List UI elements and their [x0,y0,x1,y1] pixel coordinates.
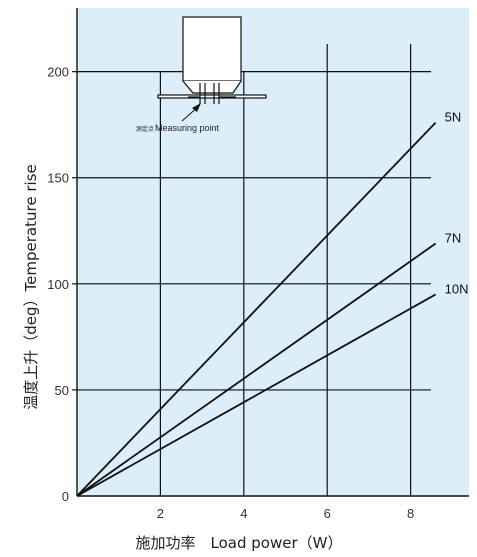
x-tick-label-2: 2 [157,506,164,521]
y-tick-label-0: 0 [62,489,69,504]
x-tick-labels: 2 4 6 8 [157,506,414,521]
y-axis-title: 温度上升（deg）Temperature rise [22,164,40,409]
series-line-7N [76,242,437,497]
y-tick-label-100: 100 [47,277,69,292]
x-axis-title: 施加功率 Load power（W） [136,534,343,552]
sample-base-plate [157,94,267,99]
series-line-5N [76,121,437,497]
measuring-point-arrowhead [192,103,201,112]
sample-taper [182,80,242,94]
y-tick-label-50: 50 [55,383,69,398]
x-tick-label-4: 4 [240,506,247,521]
measuring-point-label-en: Measuring point [155,123,220,133]
series-label-7N: 7N [445,231,462,246]
series-line-10N [76,293,437,497]
x-tick-label-6: 6 [324,506,331,521]
series-labels: 5N 7N 10N [445,110,469,297]
measuring-point-inset: 測定点 Measuring point [136,16,267,133]
sample-body [182,16,242,82]
x-tick-label-8: 8 [407,506,414,521]
measuring-point-label-jp: 測定点 [136,125,154,133]
y-tick-labels: 0 50 100 150 200 [47,65,69,504]
plot-background [77,8,469,496]
sample-legs [199,83,220,104]
axes [72,8,469,497]
y-tick-label-200: 200 [47,65,69,80]
series-label-5N: 5N [445,110,462,125]
series-label-10N: 10N [445,281,469,296]
series-lines [76,121,437,497]
y-tick-label-150: 150 [47,171,69,186]
grid-lines [77,44,431,496]
